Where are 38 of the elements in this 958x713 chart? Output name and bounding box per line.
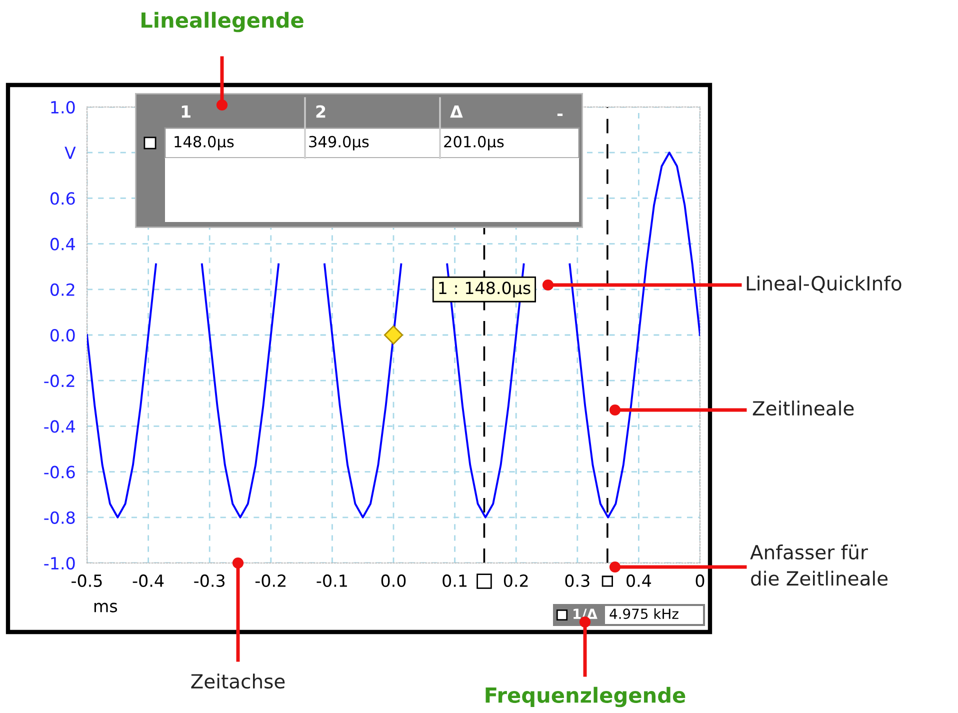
x-tick-label: -0.1: [316, 574, 347, 588]
annotation: 349.0µs: [309, 136, 369, 150]
text: Lineallegende: [142, 12, 304, 32]
annotation: 1: [182, 105, 190, 118]
x-tick-label: -0.4: [132, 574, 164, 588]
annotation: 148.0µs: [174, 136, 234, 150]
y-tick-label: 0.6: [50, 192, 75, 205]
y-tick-label: -0.6: [44, 466, 75, 478]
text: 4.975 kHz: [610, 608, 678, 620]
x-tick-label: 0.1: [442, 574, 467, 588]
text: Zeitachse: [191, 674, 285, 689]
x-tick-label: -0.5: [72, 574, 102, 588]
x-tick-label: 0: [696, 574, 704, 588]
annotation: 2: [316, 105, 326, 118]
y-tick-label: 0.2: [50, 283, 74, 296]
annotation: 1 : 148.0µs: [439, 282, 530, 298]
x-tick-label: -0.3: [194, 574, 225, 588]
annotation: Δ: [450, 105, 463, 118]
x-tick-label: 0.2: [504, 574, 528, 588]
y-tick-label: V: [64, 146, 76, 159]
text: Anfasser für die Zeitlineale: [750, 544, 888, 586]
x-tick-label: 0.3: [565, 574, 590, 588]
y-tick-label: -1.0: [44, 556, 75, 570]
text: Zeitlineale: [752, 400, 854, 416]
y-tick-label: -0.2: [44, 374, 74, 388]
annotation: -: [557, 114, 563, 116]
y-tick-label: -0.4: [44, 420, 75, 433]
x-axis-title: ms: [94, 602, 118, 612]
y-tick-label: 1.0: [51, 100, 75, 114]
annotation: 201.0µs: [444, 136, 504, 150]
x-tick-label: 0.0: [381, 574, 406, 588]
y-tick-label: 0.0: [50, 328, 75, 342]
y-tick-label: -0.8: [44, 511, 75, 524]
text: Frequenzlegende: [486, 686, 686, 708]
x-tick-label: 0.4: [626, 574, 652, 588]
text: Lineal-QuickInfo: [746, 276, 902, 293]
x-tick-label: -0.2: [255, 574, 286, 588]
y-tick-label: 0.4: [50, 238, 75, 250]
